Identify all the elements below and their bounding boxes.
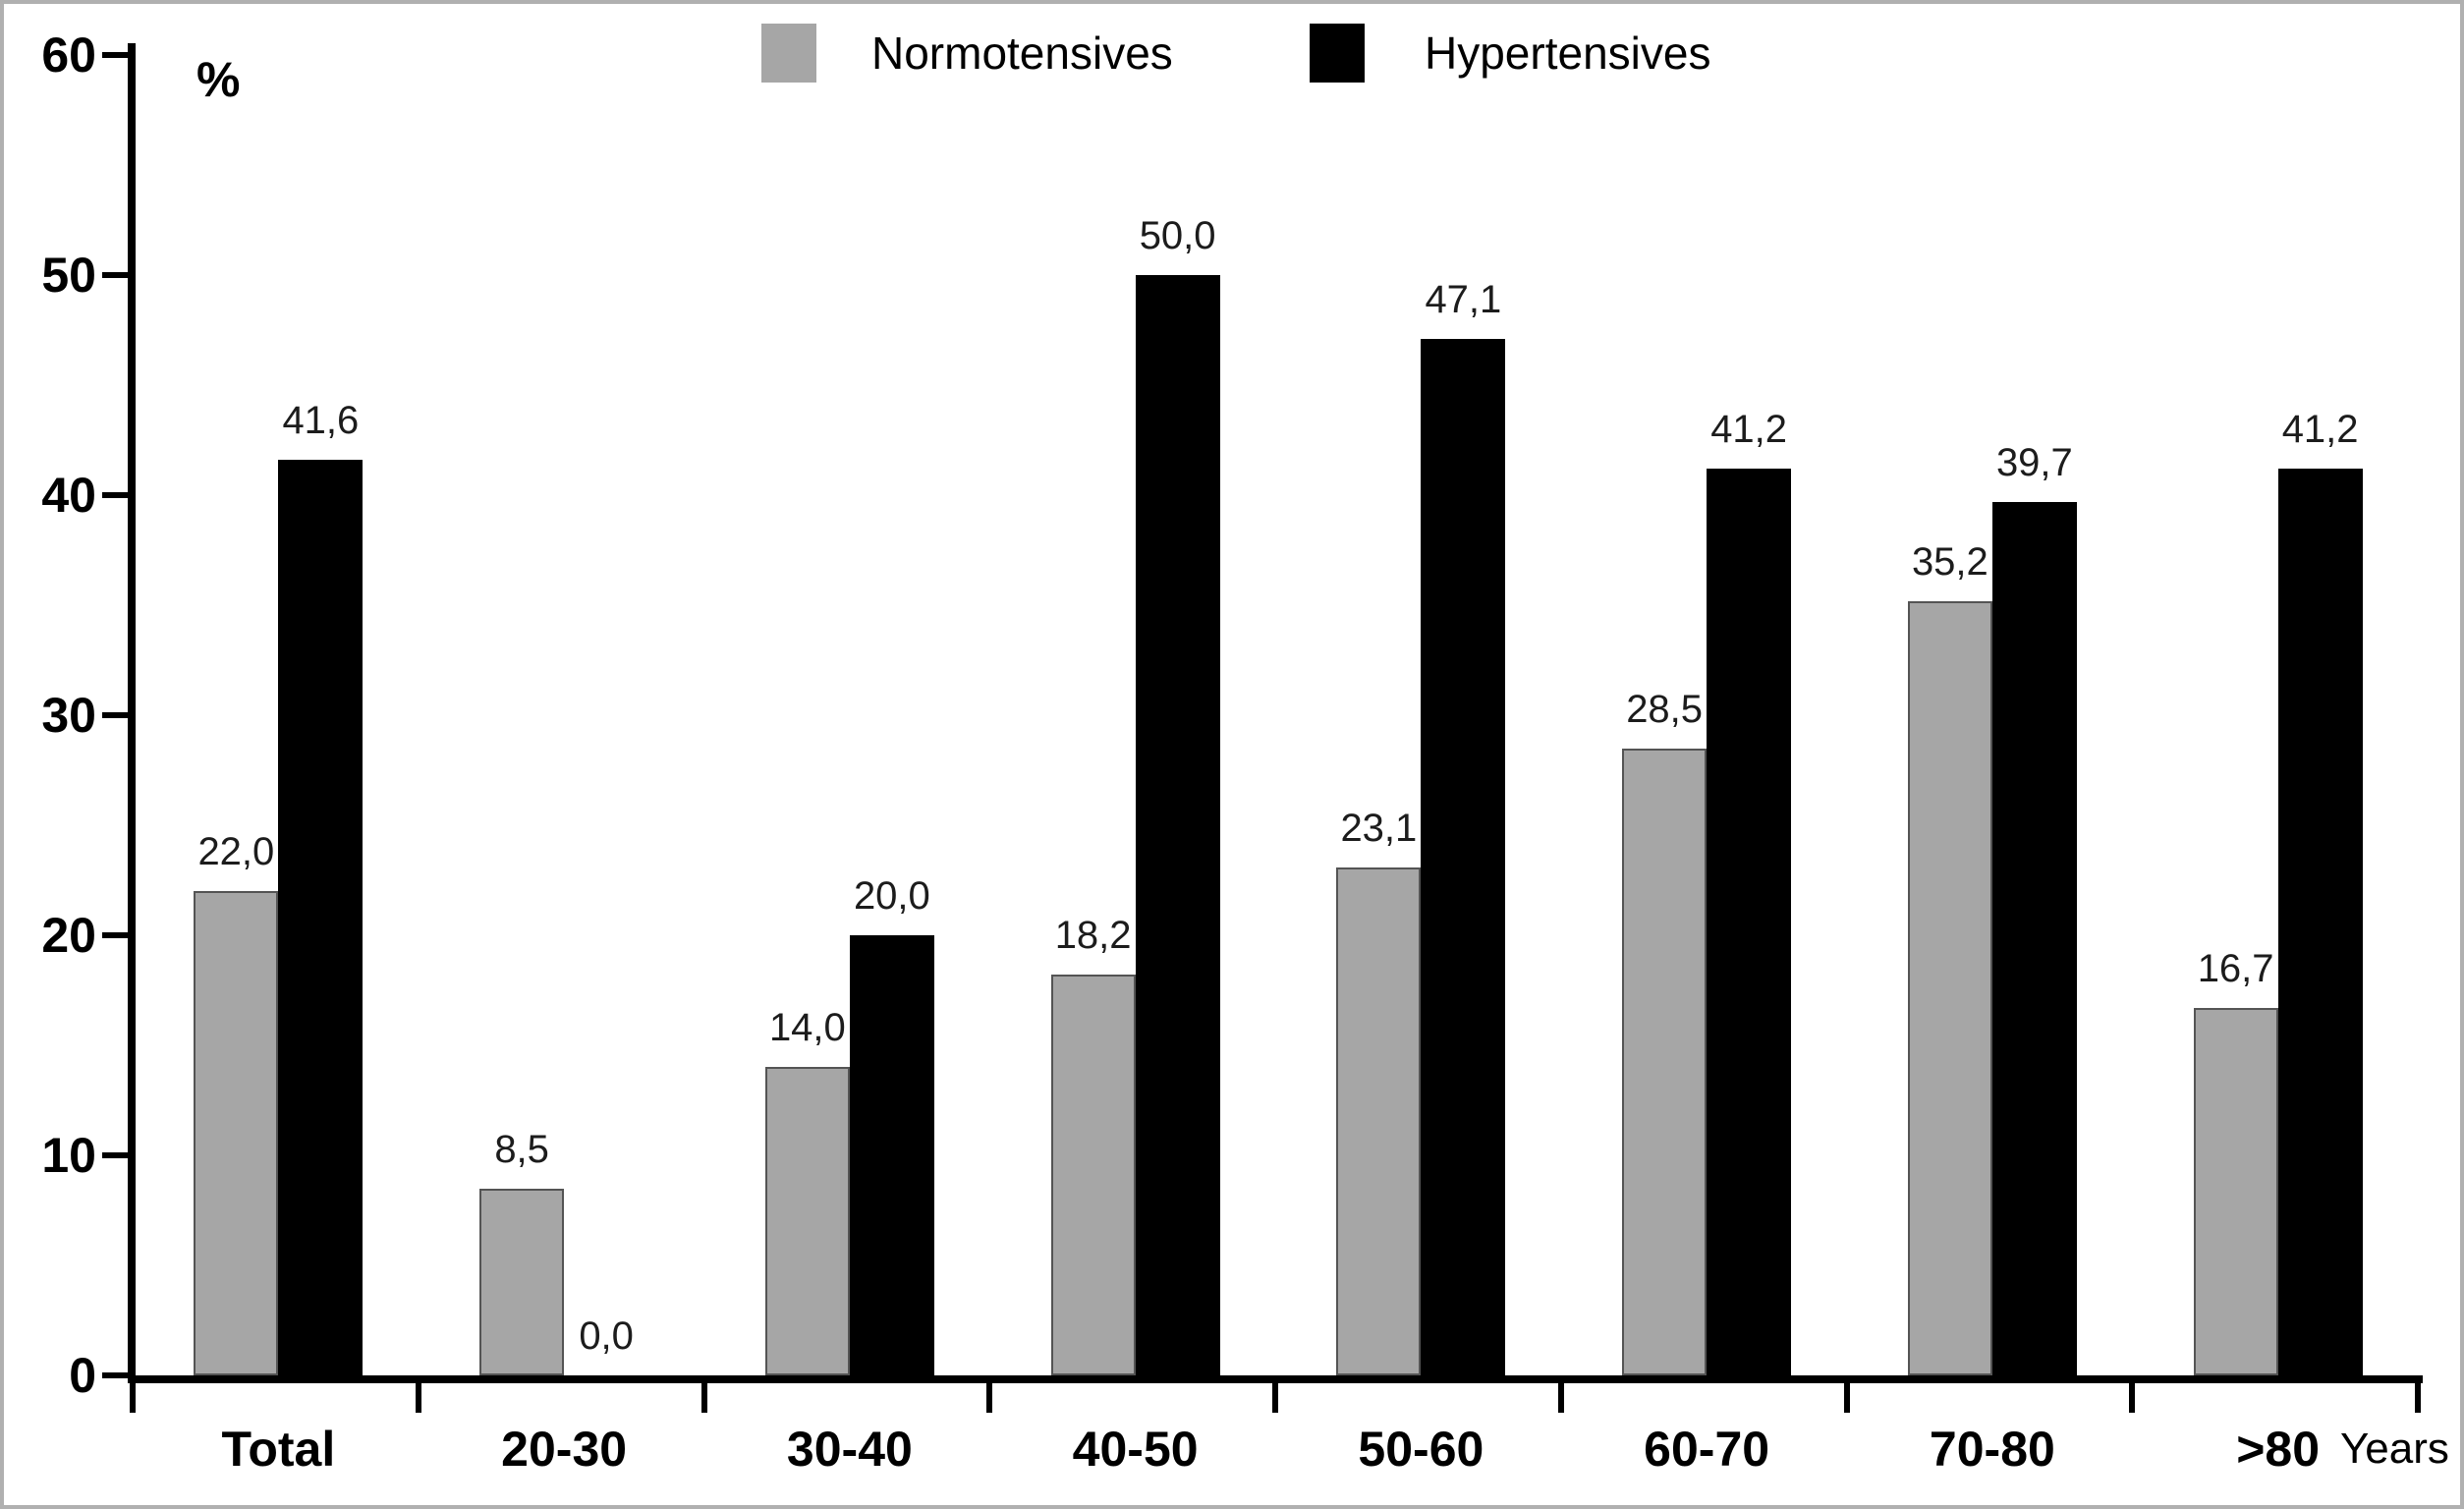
value-label: 16,7 bbox=[2197, 947, 2274, 990]
x-axis-unit-label: Years bbox=[2340, 1425, 2449, 1473]
category-label: 30-40 bbox=[786, 1422, 913, 1477]
y-axis-unit-label: % bbox=[196, 52, 241, 107]
x-tick bbox=[1272, 1383, 1278, 1413]
y-tick bbox=[102, 1152, 128, 1158]
x-tick bbox=[1557, 1383, 1564, 1413]
x-tick bbox=[2415, 1383, 2421, 1413]
value-label: 14,0 bbox=[768, 1006, 846, 1049]
bar-hypertensives bbox=[1707, 469, 1792, 1375]
category-label: 70-80 bbox=[1929, 1422, 2055, 1477]
bar-hypertensives bbox=[849, 935, 934, 1375]
y-tick bbox=[102, 932, 128, 938]
value-label: 0,0 bbox=[579, 1314, 634, 1358]
y-tick-label: 30 bbox=[41, 688, 96, 743]
value-label: 18,2 bbox=[1054, 914, 1132, 957]
y-tick bbox=[102, 1372, 128, 1378]
category-label: 50-60 bbox=[1358, 1422, 1484, 1477]
bar-normotensives bbox=[479, 1189, 565, 1375]
category-label: >80 bbox=[2236, 1422, 2321, 1477]
value-label: 28,5 bbox=[1626, 688, 1704, 731]
value-label: 23,1 bbox=[1340, 807, 1418, 850]
y-tick bbox=[102, 712, 128, 718]
y-tick-label: 60 bbox=[41, 28, 96, 83]
bar-hypertensives bbox=[278, 460, 364, 1375]
y-tick-label: 20 bbox=[41, 908, 96, 963]
value-label: 8,5 bbox=[494, 1128, 549, 1171]
x-tick bbox=[1843, 1383, 1850, 1413]
y-tick bbox=[102, 272, 128, 278]
value-label: 50,0 bbox=[1139, 214, 1216, 257]
y-axis-line bbox=[128, 43, 136, 1383]
y-tick-label: 50 bbox=[41, 248, 96, 303]
value-label: 47,1 bbox=[1425, 278, 1502, 321]
category-label: 40-50 bbox=[1072, 1422, 1199, 1477]
category-label: 20-30 bbox=[501, 1422, 628, 1477]
category-label: 60-70 bbox=[1644, 1422, 1770, 1477]
value-label: 35,2 bbox=[1911, 540, 1988, 584]
bar-hypertensives bbox=[1421, 339, 1506, 1375]
x-tick bbox=[700, 1383, 707, 1413]
bar-normotensives bbox=[1050, 975, 1136, 1375]
bar-normotensives bbox=[1336, 867, 1422, 1375]
value-label: 41,2 bbox=[1710, 408, 1788, 451]
y-tick-label: 10 bbox=[41, 1128, 96, 1183]
legend-label-hypertensives: Hypertensives bbox=[1425, 28, 1711, 79]
value-label: 41,2 bbox=[2281, 408, 2359, 451]
bar-normotensives bbox=[2193, 1008, 2278, 1375]
bar-normotensives bbox=[194, 891, 279, 1375]
x-tick bbox=[2129, 1383, 2136, 1413]
y-tick bbox=[102, 52, 128, 58]
x-tick bbox=[986, 1383, 993, 1413]
bar-normotensives bbox=[764, 1067, 850, 1375]
bar-hypertensives bbox=[1135, 275, 1220, 1375]
y-tick-label: 0 bbox=[69, 1348, 96, 1403]
bar-hypertensives bbox=[1991, 502, 2077, 1375]
x-tick bbox=[415, 1383, 421, 1413]
x-axis-line bbox=[128, 1375, 2423, 1383]
value-label: 20,0 bbox=[853, 874, 930, 918]
bar-hypertensives bbox=[2277, 469, 2363, 1375]
value-label: 39,7 bbox=[1995, 441, 2073, 484]
x-tick bbox=[130, 1383, 136, 1413]
legend-swatch-normotensives bbox=[761, 24, 816, 83]
category-label: Total bbox=[221, 1422, 336, 1477]
y-tick bbox=[102, 492, 128, 498]
value-label: 22,0 bbox=[197, 830, 275, 873]
value-label: 41,6 bbox=[282, 399, 360, 442]
y-tick-label: 40 bbox=[41, 468, 96, 523]
bar-normotensives bbox=[1622, 749, 1708, 1375]
legend-swatch-hypertensives bbox=[1310, 24, 1365, 83]
legend-label-normotensives: Normotensives bbox=[871, 28, 1173, 79]
bar-normotensives bbox=[1907, 601, 1992, 1375]
